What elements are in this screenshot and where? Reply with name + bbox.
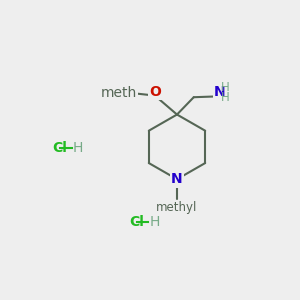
Text: meth: meth <box>101 86 137 100</box>
Text: N: N <box>214 85 226 99</box>
Text: H: H <box>220 81 229 94</box>
Text: methyl: methyl <box>156 201 198 214</box>
Text: Cl: Cl <box>129 215 144 229</box>
Text: O: O <box>149 85 161 99</box>
Text: H: H <box>149 215 160 229</box>
Text: Cl: Cl <box>52 141 68 155</box>
Text: H: H <box>73 141 83 155</box>
Text: N: N <box>171 172 183 186</box>
Text: H: H <box>220 91 229 104</box>
